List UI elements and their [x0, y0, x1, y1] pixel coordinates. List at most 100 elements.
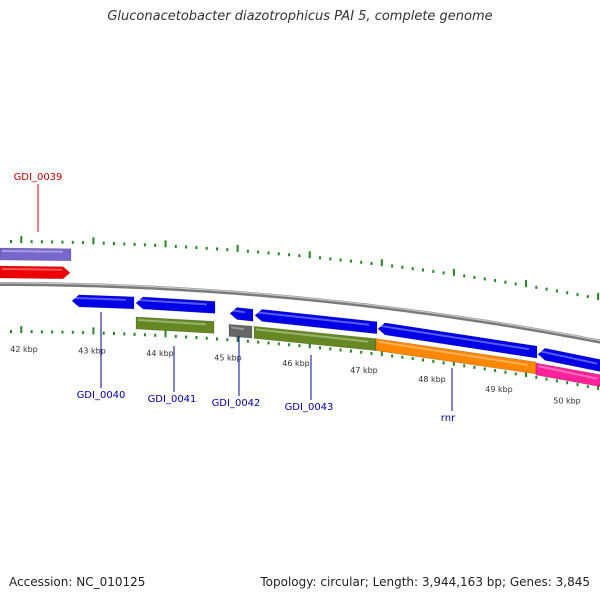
gene-red-arrow [0, 265, 71, 280]
inner-tick [277, 342, 280, 346]
inner-tick [504, 370, 507, 374]
inner-tick [473, 365, 476, 369]
inner-tick [164, 330, 167, 338]
outer-tick [483, 277, 486, 281]
inner-tick [483, 367, 486, 371]
inner-tick [133, 332, 136, 336]
outer-tick [40, 240, 43, 244]
outer-tick [236, 244, 239, 252]
inner-tick [514, 372, 517, 376]
outer-tick [30, 240, 33, 244]
gene-gdi-0041-block [135, 316, 215, 334]
outer-tick [246, 249, 249, 253]
outer-tick [82, 241, 85, 245]
inner-tick [339, 348, 342, 352]
outer-tick [535, 285, 538, 289]
accession-label: Accession: NC_010125 [9, 575, 146, 589]
outer-tick [308, 251, 311, 259]
inner-tick [391, 354, 394, 358]
gene-blue-arrow-long [377, 322, 538, 359]
inner-tick [195, 336, 198, 340]
inner-tick [71, 330, 74, 334]
inner-tick [51, 330, 54, 334]
outer-tick [195, 246, 198, 250]
backbone-highlight [0, 282, 600, 342]
inner-tick [30, 330, 33, 334]
gene-label: GDI_0041 [148, 394, 197, 405]
genome-backbone [0, 282, 600, 344]
outer-tick [205, 246, 208, 250]
inner-tick [432, 359, 435, 363]
inner-tick [61, 330, 64, 334]
outer-tick [339, 258, 342, 262]
inner-tick [422, 358, 424, 362]
inner-tick [319, 346, 321, 350]
outer-tick [216, 247, 218, 251]
gene-label: GDI_0042 [212, 398, 261, 409]
outer-tick [319, 256, 321, 260]
gene-gdi-0039-block [0, 247, 72, 262]
inner-tick [298, 344, 301, 348]
kbp-label: 44 kbp [146, 349, 174, 358]
gene-label: rnr [441, 413, 456, 424]
gene-gdi-0039-block-shine [2, 250, 63, 253]
outer-tick [545, 287, 548, 291]
inner-tick [267, 341, 270, 345]
outer-tick [494, 279, 497, 283]
inner-tick [401, 355, 404, 359]
inner-tick [10, 330, 12, 334]
inner-tick [494, 369, 497, 373]
inner-tick [597, 383, 600, 391]
inner-tick [411, 357, 414, 361]
outer-tick [133, 242, 136, 246]
outer-tick [20, 236, 23, 244]
gene-blue-arrow-edge [537, 347, 600, 372]
gene-gdi-0042-block [228, 324, 253, 339]
inner-tick [463, 364, 466, 368]
outer-tick [586, 295, 589, 299]
outer-tick [51, 240, 54, 244]
outer-tick [370, 261, 373, 265]
inner-tick [143, 333, 146, 337]
outer-tick [298, 254, 301, 258]
inner-tick [349, 349, 352, 353]
kbp-label: 45 kbp [214, 353, 242, 362]
gene-blue-arrow-long-shine [380, 324, 529, 351]
outer-tick [71, 240, 74, 244]
inner-tick [123, 332, 126, 336]
gene-gdi-0042-arrow-shine [232, 309, 245, 314]
gene-pink-block [535, 362, 600, 387]
inner-tick [216, 337, 218, 341]
gene-label-callouts: GDI_0039 GDI_0040 GDI_0041 GDI_0042 GDI_0043… [14, 172, 457, 424]
outer-tick [576, 293, 579, 297]
inner-tick [236, 334, 239, 342]
inner-tick [257, 340, 260, 344]
outer-tick [597, 293, 600, 301]
inner-tick [380, 349, 383, 357]
gene-gdi-0040-arrow-shine [74, 296, 126, 301]
inner-tick [82, 331, 85, 335]
outer-tick [123, 242, 126, 246]
outer-tick [10, 240, 12, 244]
outer-tick [401, 265, 404, 269]
outer-tick [463, 274, 466, 278]
inner-tick [545, 377, 548, 381]
outer-tick [143, 243, 146, 247]
inner-tick [20, 326, 23, 334]
outer-tick [555, 289, 558, 293]
kbp-label: 50 kbp [553, 396, 581, 405]
inner-tick [288, 343, 291, 347]
outer-tick [349, 259, 352, 263]
inner-tick-marks [10, 326, 600, 391]
outer-tick [432, 269, 435, 273]
kbp-label: 42 kbp [10, 345, 38, 354]
gene-gdi-0043-arrow-shine [257, 311, 369, 326]
outer-tick [267, 251, 270, 255]
kbp-label: 43 kbp [78, 346, 106, 355]
outer-tick [92, 237, 95, 245]
outer-tick [525, 280, 527, 288]
gene-gdi-0040-arrow [71, 294, 135, 310]
gene-gdi-0043-arrow [254, 309, 378, 335]
inner-tick [246, 339, 249, 343]
